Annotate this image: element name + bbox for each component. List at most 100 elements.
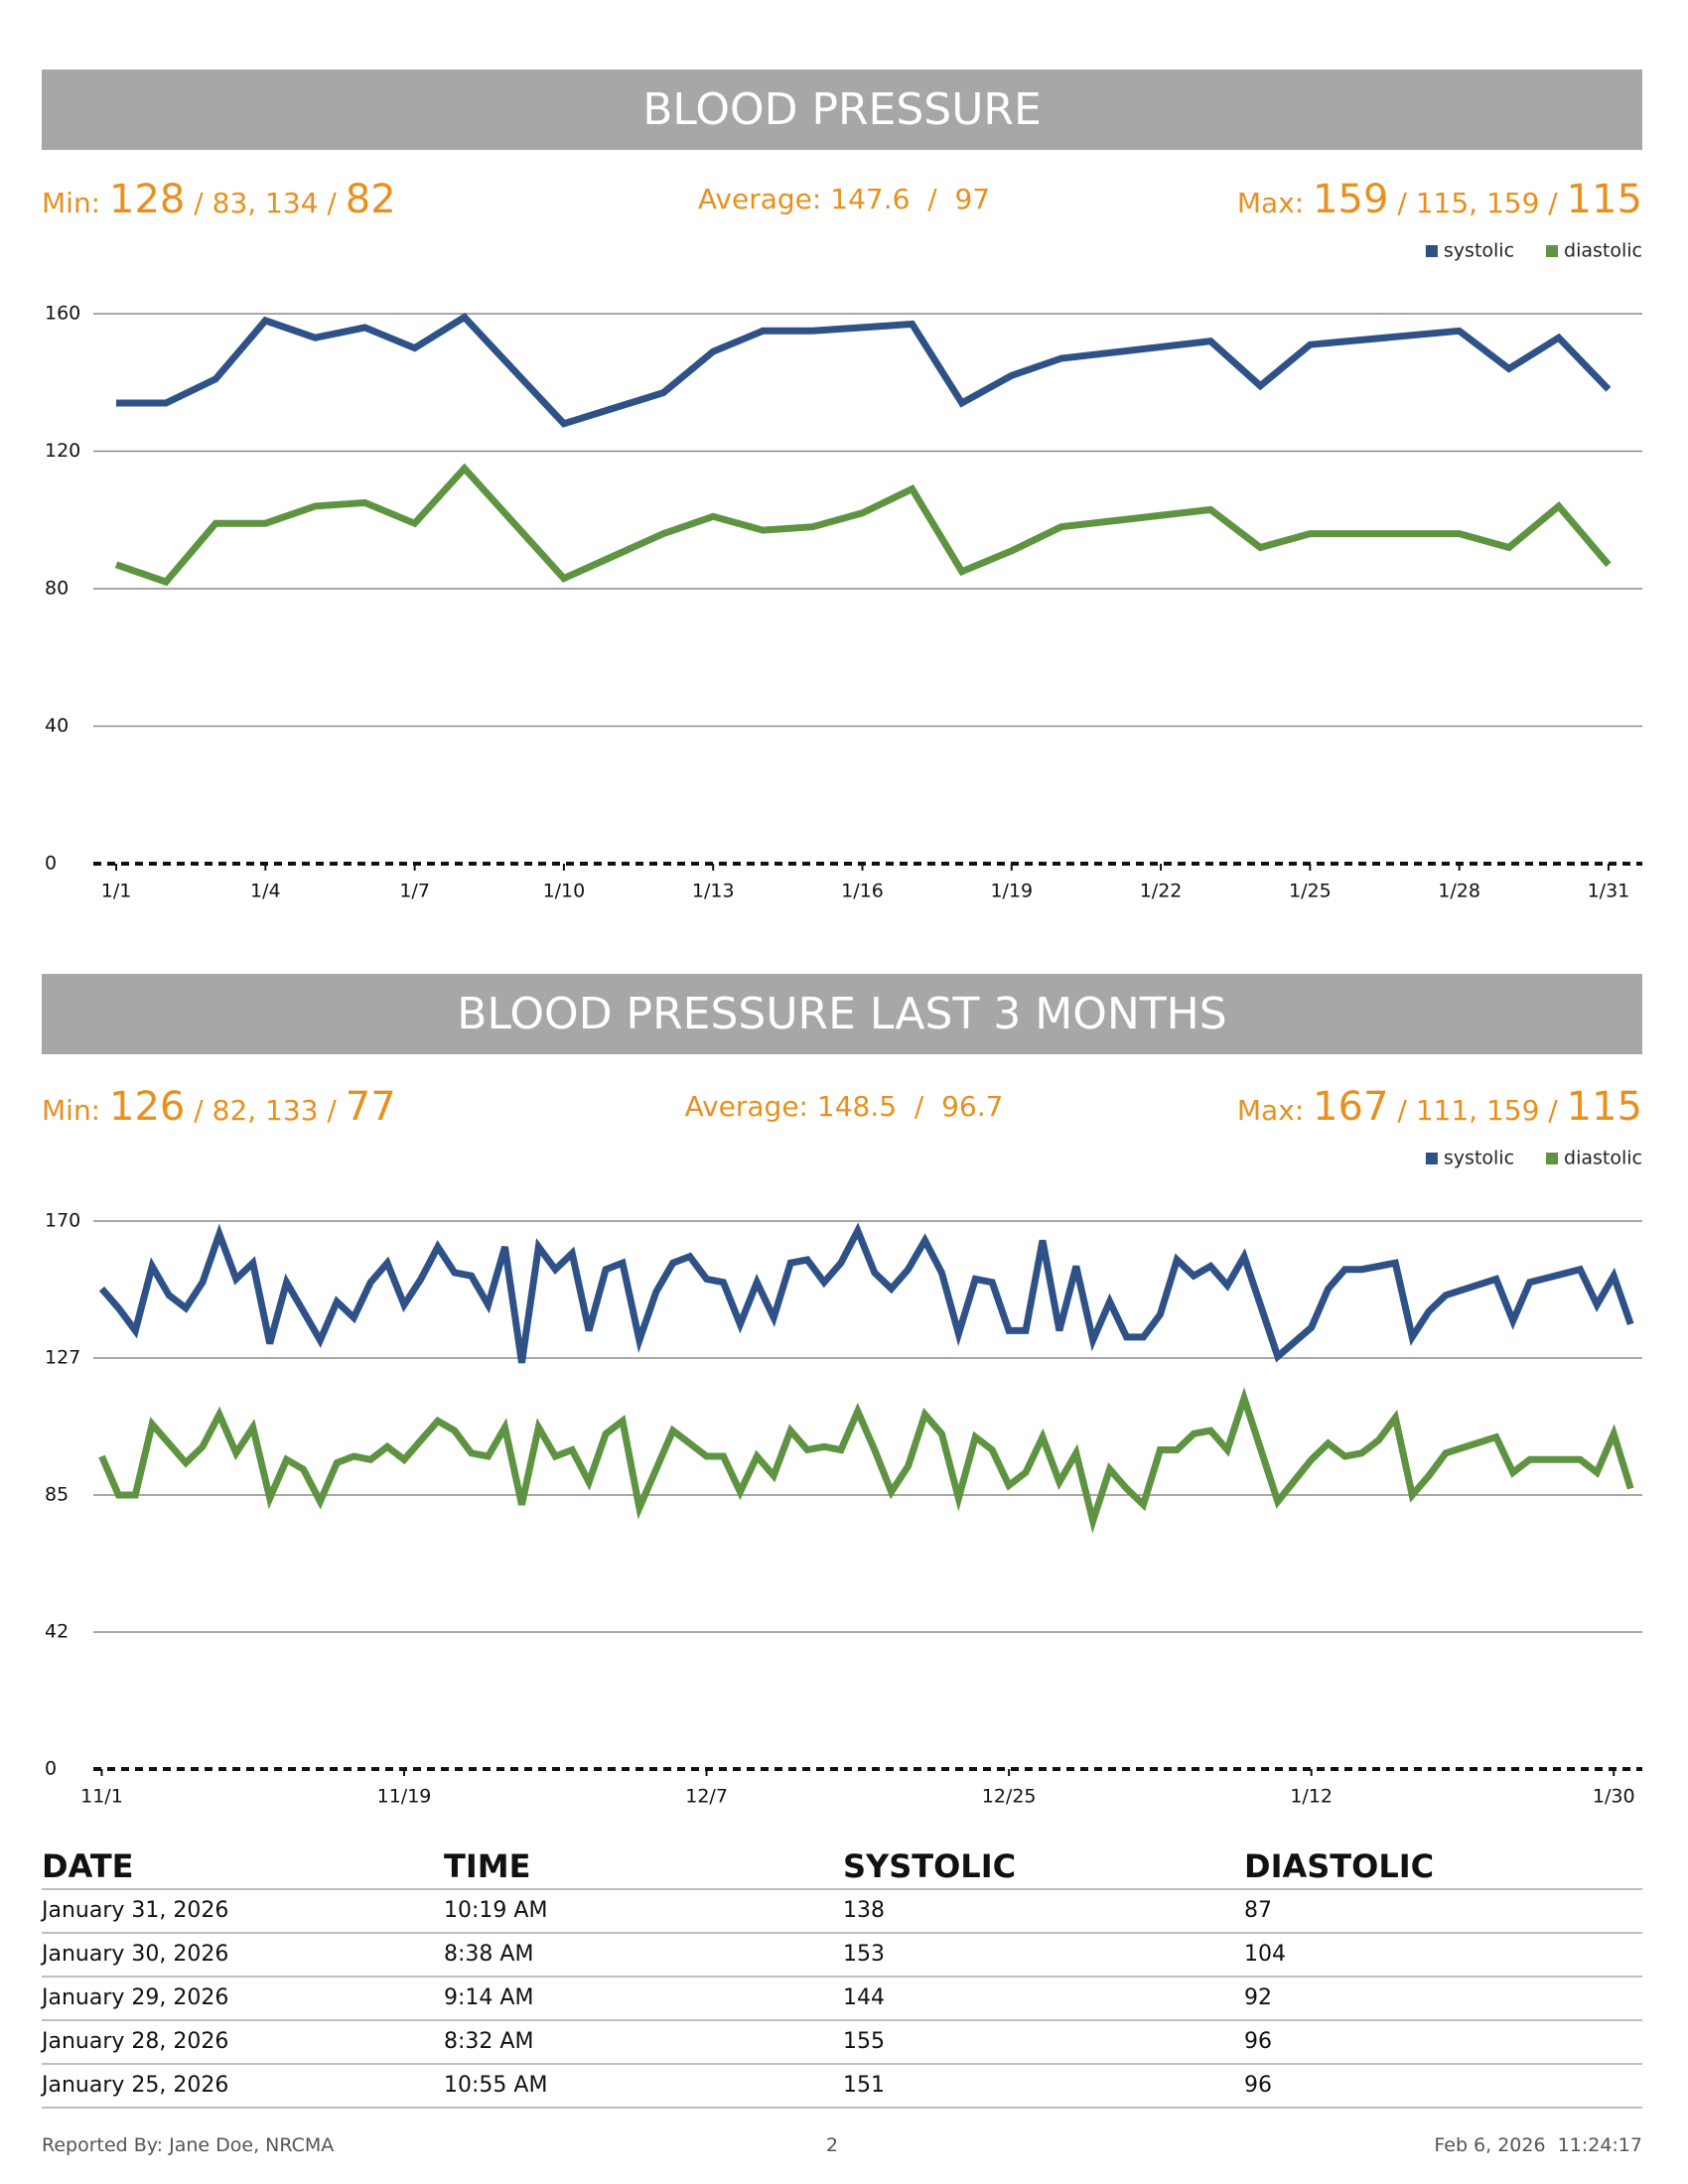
table-cell: 153 (843, 1942, 885, 1967)
chart: diastolic systolic 0 40 80 120 160 1/1 1/4 1/7 1/1… (45, 240, 1642, 902)
summary-part: 115 (1566, 1084, 1642, 1130)
table-cell: 96 (1244, 2073, 1272, 2098)
x-tick-label: 1/30 (1593, 1786, 1635, 1808)
reported-by: Reported By: Jane Doe, NRCMA (42, 2134, 335, 2156)
page-number: 2 (826, 2134, 839, 2156)
summary-part: Max: (1236, 187, 1305, 219)
summary-part: 82 (345, 177, 396, 222)
x-tick-label: 1/12 (1290, 1786, 1333, 1808)
legend-label: systolic (1444, 1148, 1514, 1169)
x-tick-label: 11/1 (80, 1786, 123, 1808)
table-row: January 29, 2026 9:14 AM 144 92 (42, 1978, 1642, 2021)
table-cell: 9:14 AM (444, 1985, 534, 2010)
table-row: January 28, 2026 8:32 AM 155 96 (42, 2021, 1642, 2065)
table-cell: 8:32 AM (444, 2029, 534, 2054)
x-tick-label: 1/13 (692, 881, 735, 902)
x-tick-label: 11/19 (377, 1786, 432, 1808)
table-cell: 151 (843, 2073, 885, 2098)
x-tick-label: 12/7 (685, 1786, 728, 1808)
legend-swatch (1425, 245, 1438, 257)
x-tick-label: 1/25 (1289, 881, 1332, 902)
summary-part: 147.6 / 97 (830, 183, 991, 215)
column-header: SYSTOLIC (843, 1847, 1017, 1885)
y-tick-label: 80 (45, 578, 69, 600)
y-tick-label: 40 (45, 715, 69, 737)
timestamp: Feb 6, 2026 11:24:17 (1434, 2134, 1642, 2156)
x-tick-label: 1/4 (250, 881, 281, 902)
summary-part: Average: (697, 183, 822, 215)
legend-swatch (1546, 1153, 1559, 1164)
column-header: TIME (444, 1847, 531, 1885)
section-header: BLOOD PRESSURE LAST 3 MONTHS (42, 974, 1642, 1054)
summary-max: Max: 167 / 111, 159 / 115 (1237, 1084, 1642, 1130)
y-tick-label: 170 (45, 1210, 80, 1232)
summary-part: 126 (109, 1084, 186, 1130)
y-tick-label: 127 (45, 1347, 80, 1369)
y-tick-label: 85 (45, 1484, 69, 1506)
table-cell: 96 (1244, 2029, 1272, 2054)
table-row: January 30, 2026 8:38 AM 153 104 (42, 1934, 1642, 1978)
legend-label: diastolic (1564, 240, 1642, 262)
table-cell: 104 (1244, 1942, 1286, 1967)
x-tick-label: 1/28 (1438, 881, 1480, 902)
summary-part: Max: (1236, 1094, 1305, 1127)
section-header: BLOOD PRESSURE (42, 69, 1642, 150)
y-tick-label: 0 (45, 1758, 57, 1780)
column-header: DIASTOLIC (1244, 1847, 1435, 1885)
y-tick-label: 120 (45, 440, 80, 462)
summary-part: / 111, 159 / (1397, 1094, 1558, 1127)
legend-swatch (1425, 1153, 1438, 1164)
summary-part: Min: (42, 187, 101, 219)
x-tick-label: 1/31 (1588, 881, 1630, 902)
summary-part: 115 (1566, 177, 1642, 222)
x-tick-label: 12/25 (982, 1786, 1037, 1808)
table-cell: January 29, 2026 (42, 1985, 229, 2010)
summary-part: Average: (684, 1090, 808, 1123)
series-line (98, 1387, 1634, 1534)
table-row: January 25, 2026 10:55 AM 151 96 (42, 2065, 1642, 2109)
summary-part: 128 (109, 177, 186, 222)
summary-part: 159 (1313, 177, 1389, 222)
x-tick-label: 1/1 (101, 881, 132, 902)
legend-swatch (1546, 245, 1559, 257)
table-cell: January 25, 2026 (42, 2073, 229, 2098)
summary-part: / 115, 159 / (1397, 187, 1558, 219)
summary-part: 77 (345, 1084, 396, 1130)
y-tick-label: 42 (45, 1621, 69, 1643)
y-tick-label: 160 (45, 303, 80, 325)
legend-label: systolic (1444, 240, 1514, 262)
table-cell: 138 (843, 1898, 885, 1923)
summary-max: Max: 159 / 115, 159 / 115 (1237, 177, 1642, 222)
table-cell: January 28, 2026 (42, 2029, 229, 2054)
table-cell: January 31, 2026 (42, 1898, 229, 1923)
summary-average: Average: 148.5 / 96.7 (0, 1090, 1688, 1123)
table-cell: 10:55 AM (444, 2073, 548, 2098)
chart: diastolic systolic 0 42 85 127 170 11/1 11/19 12/… (45, 1148, 1642, 1808)
summary-part: / 82, 133 / (194, 1094, 337, 1127)
series-line (114, 463, 1612, 587)
summary-part: 167 (1313, 1084, 1389, 1130)
x-tick-label: 1/10 (543, 881, 586, 902)
table-cell: January 30, 2026 (42, 1942, 229, 1967)
x-tick-label: 1/7 (399, 881, 430, 902)
column-header: DATE (42, 1847, 134, 1885)
x-tick-label: 1/22 (1140, 881, 1183, 902)
table-cell: 8:38 AM (444, 1942, 534, 1967)
legend-label: diastolic (1564, 1148, 1642, 1169)
table-cell: 155 (843, 2029, 885, 2054)
series-line (116, 313, 1612, 428)
y-tick-label: 0 (45, 853, 57, 875)
summary-part: Min: (42, 1094, 101, 1127)
table-row: January 31, 2026 10:19 AM 138 87 (42, 1890, 1642, 1934)
table-cell: 92 (1244, 1985, 1272, 2010)
table-cell: 144 (843, 1985, 885, 2010)
readings-table: DATE TIME SYSTOLIC DIASTOLIC January 31, 202… (42, 1844, 1642, 2109)
series-line (98, 1222, 1634, 1364)
x-tick-label: 1/16 (841, 881, 884, 902)
summary-min: Min: 128 / 83, 134 / 82 (42, 177, 396, 222)
x-tick-label: 1/19 (990, 881, 1033, 902)
summary-part: 148.5 / 96.7 (816, 1090, 1004, 1123)
table-cell: 87 (1244, 1898, 1272, 1923)
table-cell: 10:19 AM (444, 1898, 548, 1923)
